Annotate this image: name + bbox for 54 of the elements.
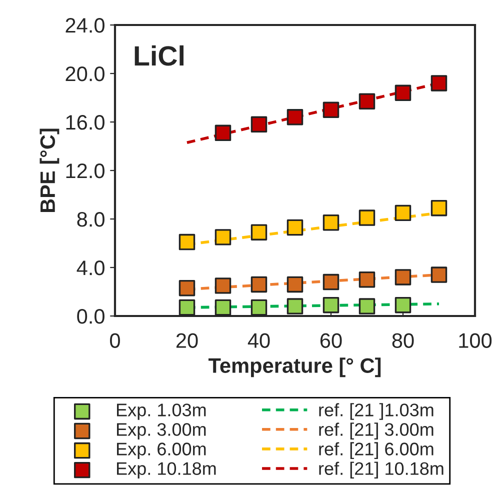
y-tick-label: 8.0 <box>77 212 104 227</box>
point <box>286 109 304 126</box>
legend-label: ref. [21] 10.18m <box>319 462 444 479</box>
legend-label: ref. [21] 3.00m <box>319 422 434 440</box>
point <box>286 298 304 314</box>
y-tick-label: 24.0 <box>66 18 104 33</box>
x-tick-label: 0 <box>110 333 120 348</box>
point <box>394 296 412 314</box>
point <box>358 272 376 288</box>
point <box>214 278 232 294</box>
legend-label: ref. [21] 6.00m <box>319 442 434 460</box>
legend-label: ref. [21 ]1.03m <box>319 403 434 420</box>
point <box>394 204 412 222</box>
point <box>250 276 268 293</box>
x-tick-label: 80 <box>392 333 414 348</box>
point <box>322 274 340 290</box>
point <box>214 229 232 246</box>
x-axis-title: Temperature [° C] <box>208 358 381 378</box>
point <box>250 299 268 316</box>
x-tick-label: 20 <box>176 333 198 348</box>
y-tick-label: 12.0 <box>66 164 104 178</box>
point <box>322 296 340 314</box>
y-tick-label: 4.0 <box>76 260 104 276</box>
point <box>322 214 340 231</box>
x-tick-label: 100 <box>459 333 492 348</box>
legend-label: Exp. 10.18m <box>117 462 216 479</box>
y-tick-label: 20.0 <box>66 66 104 82</box>
point <box>178 280 196 296</box>
point <box>394 269 412 286</box>
legend-label: Exp. 1.03m <box>117 404 206 420</box>
point <box>358 93 376 110</box>
y-axis-title: BPE [°C] <box>40 128 60 212</box>
point <box>250 116 268 133</box>
point <box>430 200 448 216</box>
y-tick-label: 0.0 <box>77 309 104 324</box>
point <box>286 219 304 236</box>
legend-label: Exp. 6.00m <box>117 442 206 460</box>
x-tick-label: 60 <box>320 333 342 348</box>
point <box>322 102 340 118</box>
y-tick-label: 16.0 <box>66 115 104 130</box>
annotation: LiCl <box>134 45 184 66</box>
legend-label: Exp. 3.00m <box>117 423 206 440</box>
point <box>178 299 196 316</box>
point <box>178 234 196 250</box>
point <box>430 266 448 283</box>
point <box>250 224 268 240</box>
point <box>358 210 376 226</box>
point <box>214 299 232 316</box>
point <box>358 298 376 314</box>
point <box>394 84 412 102</box>
point <box>430 75 448 92</box>
x-tick-label: 40 <box>248 333 270 348</box>
point <box>286 276 304 293</box>
point <box>214 124 232 142</box>
